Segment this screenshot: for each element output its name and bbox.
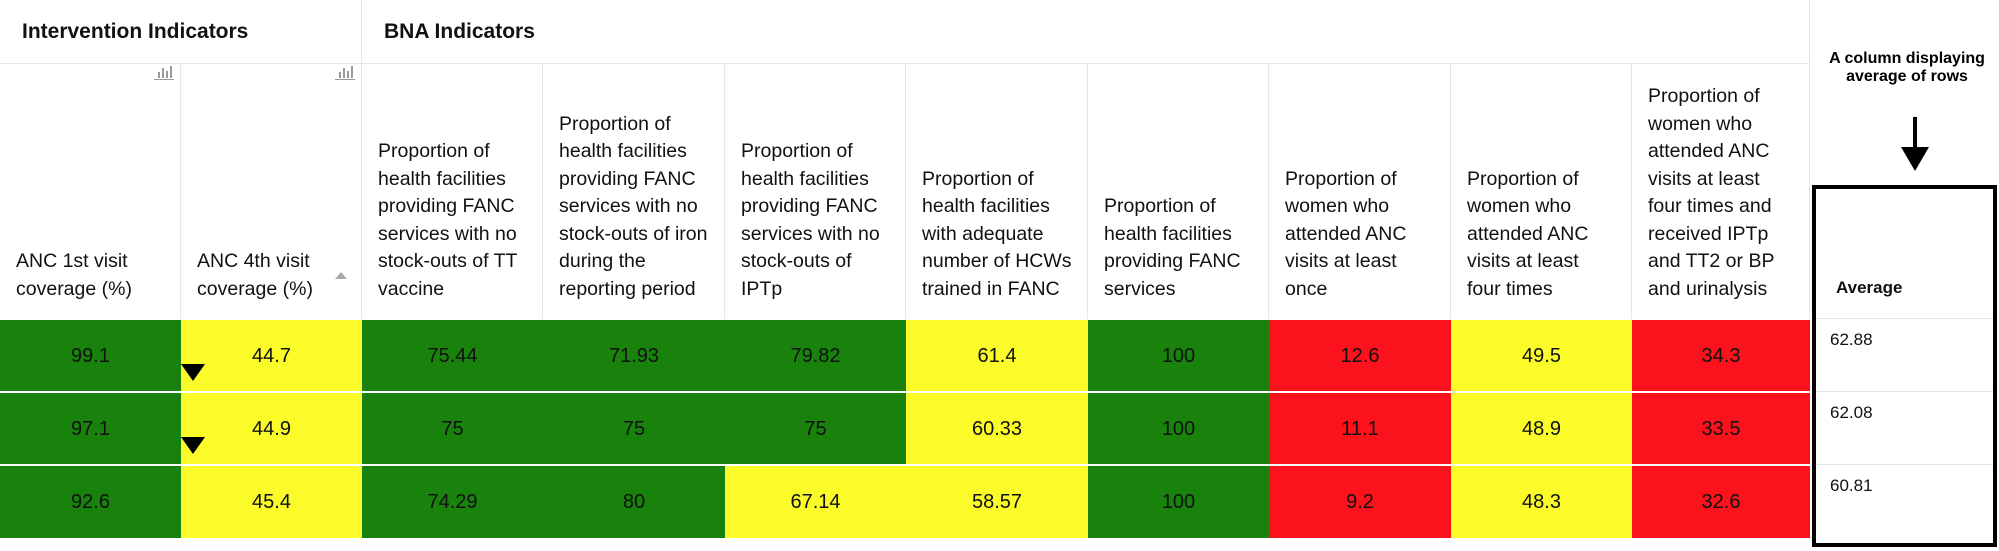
down-arrow-head-icon: [1901, 147, 1929, 171]
column-header-anc-once[interactable]: Proportion of women who attended ANC vis…: [1269, 64, 1451, 319]
column-header-label: Proportion of women who attended ANC vis…: [1285, 167, 1407, 300]
table-cell: 32.6: [1632, 466, 1810, 538]
table-cell: 71.93: [543, 320, 725, 392]
table-cell: 12.6: [1269, 320, 1451, 392]
table-cell: 100: [1088, 393, 1269, 465]
annotation-callout-text: A column displaying average of rows: [1829, 50, 1985, 85]
group-title-intervention: Intervention Indicators: [22, 19, 249, 43]
table-cell: 67.14: [725, 466, 906, 538]
table-cell: 49.5: [1451, 320, 1632, 392]
down-arrow-icon: [1913, 117, 1917, 149]
table-cell: 33.5: [1632, 393, 1810, 465]
table-cell: 60.33: [906, 393, 1088, 465]
table-cell: 44.7: [181, 320, 362, 392]
row-divider: [0, 391, 1810, 393]
group-header-intervention: Intervention Indicators: [0, 0, 362, 64]
column-header-fanc-services[interactable]: Proportion of health facilities providin…: [1088, 64, 1269, 319]
average-value: 62.08: [1830, 403, 1873, 422]
column-header-label: Proportion of health facilities providin…: [741, 140, 880, 300]
group-title-bna: BNA Indicators: [384, 19, 535, 43]
column-header-anc-four-iptp[interactable]: Proportion of women who attended ANC vis…: [1632, 64, 1810, 319]
average-row-separator: [1816, 391, 1993, 392]
column-header-anc-four-times[interactable]: Proportion of women who attended ANC vis…: [1451, 64, 1632, 319]
down-triangle-icon[interactable]: [181, 437, 205, 454]
column-header-label: Proportion of women who attended ANC vis…: [1648, 85, 1775, 300]
column-header-label: ANC 4th visit coverage (%): [197, 250, 313, 300]
down-triangle-icon[interactable]: [181, 364, 205, 381]
group-header-bna: BNA Indicators: [362, 0, 1810, 64]
table-cell: 44.9: [181, 393, 362, 465]
table-cell: 100: [1088, 466, 1269, 538]
table-cell: 34.3: [1632, 320, 1810, 392]
column-header-label: Proportion of health facilities providin…: [1104, 195, 1241, 300]
table-cell: 9.2: [1269, 466, 1451, 538]
average-value: 62.88: [1830, 330, 1873, 349]
table-cell: 92.6: [0, 466, 181, 538]
table-cell: 75: [362, 393, 543, 465]
table-cell: 75.44: [362, 320, 543, 392]
column-header-anc-1st[interactable]: ANC 1st visit coverage (%): [0, 64, 181, 319]
table-cell: 58.57: [906, 466, 1088, 538]
row-divider: [0, 464, 1810, 466]
table-cell: 99.1: [0, 320, 181, 392]
column-header-label: Proportion of health facilities providin…: [378, 140, 518, 300]
sort-ascending-icon[interactable]: [335, 272, 347, 279]
table-cell: 61.4: [906, 320, 1088, 392]
table-cell: 100: [1088, 320, 1269, 392]
column-header-anc-4th[interactable]: ANC 4th visit coverage (%): [181, 64, 362, 319]
average-row-separator: [1816, 464, 1993, 465]
column-header-tt-vaccine[interactable]: Proportion of health facilities providin…: [362, 64, 543, 319]
average-value: 60.81: [1830, 476, 1873, 495]
table-cell: 48.3: [1451, 466, 1632, 538]
average-row-separator: [1816, 318, 1993, 319]
table-cell: 74.29: [362, 466, 543, 538]
table-cell: 45.4: [181, 466, 362, 538]
column-header-label: Proportion of health facilities providin…: [559, 112, 708, 300]
column-header-label: ANC 1st visit coverage (%): [16, 250, 132, 300]
column-header-hcws[interactable]: Proportion of health facilities with ade…: [906, 64, 1088, 319]
table-cell: 79.82: [725, 320, 906, 392]
average-column-box: [1812, 185, 1997, 547]
table-cell: 80: [543, 466, 725, 538]
table-cell: 48.9: [1451, 393, 1632, 465]
column-header-iron[interactable]: Proportion of health facilities providin…: [543, 64, 725, 319]
column-header-iptp[interactable]: Proportion of health facilities providin…: [725, 64, 906, 319]
table-cell: 97.1: [0, 393, 181, 465]
column-header-label: Proportion of women who attended ANC vis…: [1467, 167, 1589, 300]
table-cell: 11.1: [1269, 393, 1451, 465]
table-cell: 75: [543, 393, 725, 465]
column-header-label: Proportion of health facilities with ade…: [922, 167, 1072, 300]
bar-chart-icon[interactable]: [154, 64, 174, 80]
average-column-header: Average: [1836, 278, 1903, 297]
bar-chart-icon[interactable]: [335, 64, 355, 80]
table-cell: 75: [725, 393, 906, 465]
